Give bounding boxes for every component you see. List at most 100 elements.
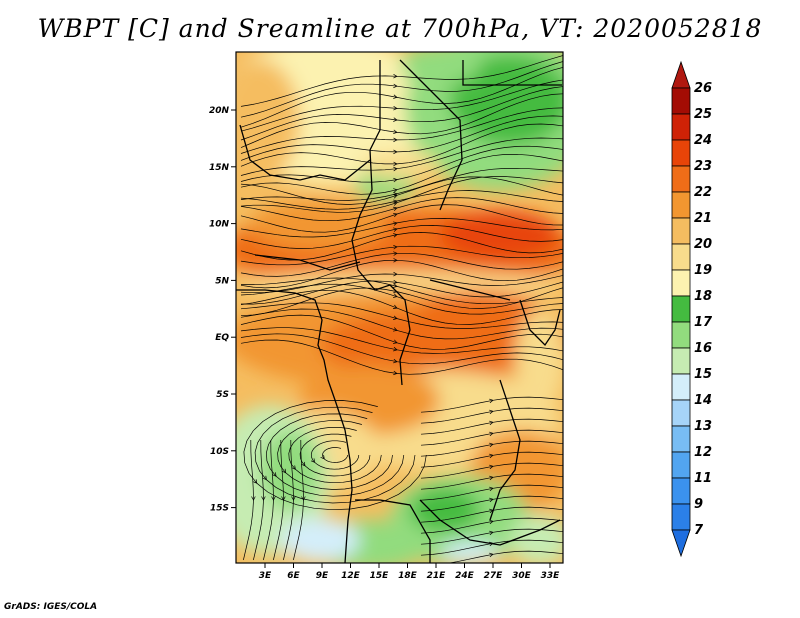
colorbar-swatch [671,477,691,505]
streamline [240,153,563,195]
streamline-arrow [393,188,398,193]
streamline [240,137,563,176]
streamline-arrow [393,177,398,183]
streamline-arrow [489,431,494,437]
colorbar-swatch [671,243,691,271]
streamline-arrow [393,251,398,256]
colorbar-swatch [671,269,691,297]
streamline [240,176,563,213]
streamline [240,252,563,277]
streamline-arrow [301,461,306,467]
streamline-arrow [393,227,398,232]
streamline-arrow [393,271,398,277]
streamline-arrow [393,149,398,155]
lat-tick-label: 10N [209,220,230,230]
lon-tick-label: 3E [259,571,272,581]
streamline [240,55,563,107]
streamline-arrow [393,339,398,344]
streamline-arrow [393,194,398,199]
streamline-arrow [251,496,256,501]
streamline-arrow [281,496,286,501]
lat-tick-label: 20N [209,106,230,116]
colorbar-swatch [671,347,691,375]
streamline [240,314,563,350]
streamline [240,280,563,305]
streamline-arrow [393,346,398,352]
streamline-arrow [393,137,398,143]
colorbar-level-label: 25 [694,107,712,122]
streamline [240,308,563,340]
streamline [240,259,563,289]
colorbar-level-label: 19 [694,263,712,278]
lon-tick-label: 12E [341,571,361,581]
lon-tick-label: 24E [455,571,475,581]
lat-tick-label: EQ [215,333,229,343]
colorbar-swatch [671,373,691,401]
colorbar-level-label: 15 [694,367,712,382]
streamline-arrow [393,283,398,288]
colorbar-swatch [671,87,691,115]
streamline-arrow [261,496,266,501]
streamline-arrow [489,464,494,470]
colorbar-swatch [671,321,691,349]
colorbar-level-label: 7 [694,523,704,538]
lon-tick-label: 21E [427,571,447,581]
colorbar-level-label: 22 [694,185,712,200]
colorbar-level-label: 13 [694,419,712,434]
wbpt-shading [236,52,563,563]
streamline [240,197,563,222]
map-title: WBPT [C] and Sreamline at 700hPa, VT: 20… [37,14,763,43]
colorbar-level-label: 18 [694,289,712,304]
streamline-arrow [489,497,494,503]
lat-tick-label: 15N [209,163,230,173]
streamline-arrow [489,398,494,404]
colorbar-level-label: 17 [694,315,713,330]
streamline [240,339,563,375]
streamline-arrow [393,117,398,122]
plot-frame [235,51,564,564]
streamline [240,204,563,233]
streamline-arrow [393,370,398,376]
streamline-arrow [489,519,494,525]
streamline-arrow [489,530,494,536]
colorbar-swatch [671,399,691,427]
streamline [240,86,563,141]
colorbar-level-label: 14 [694,393,712,408]
streamline-arrow [489,409,494,415]
streamline [240,277,563,305]
streamline-arrow [393,129,398,135]
colorbar-swatch [671,217,691,245]
colorbar-level-label: 23 [694,159,712,174]
streamline-arrow [252,479,258,484]
streamline [240,176,563,205]
streamline-arrow [301,496,306,501]
streamline-arrow [393,106,398,111]
lon-tick-label: 15E [370,571,390,581]
streamline [240,66,563,128]
streamline [240,333,563,365]
streamline-arrow [489,552,494,558]
streamline-arrow [392,304,398,309]
colorbar-bottom-arrow [671,529,691,558]
streamline-arrow [393,327,398,332]
streamline [240,287,563,317]
streamline-arrow [262,475,267,481]
streamline-arrow [310,458,316,463]
streamline-arrow [393,166,398,172]
colorbar: 26 25 24 23 22 21 20 19 18 17 16 15 14 13 12 11 9 7 [671,60,713,558]
streamline [240,107,563,154]
streamline-arrow [393,293,398,298]
streamline [240,79,563,132]
colorbar-swatch [671,113,691,141]
lat-tick-label: 5S [216,390,229,400]
streamline-arrow [393,279,398,285]
streamline-arrow [393,199,398,204]
streamline-arrow [272,472,277,477]
lon-tick-label: 27E [484,571,504,581]
latitude-axis: 20N 15N 10N 5N EQ 5S 10S 15S [209,106,236,514]
colorbar-level-label: 9 [694,497,703,512]
streamline [240,167,563,201]
colorbar-swatch [671,451,691,479]
longitude-axis: 3E 6E 9E 12E 15E 18E 21E 24E 27E 30E 33E [259,563,560,581]
